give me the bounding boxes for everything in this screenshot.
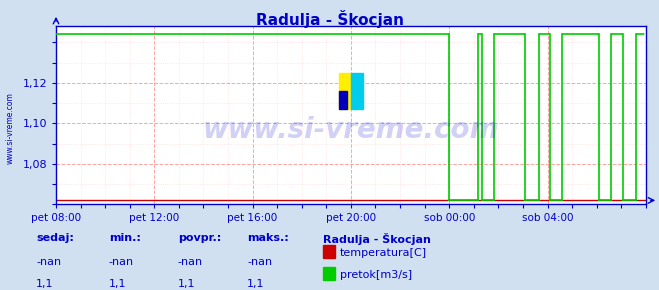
Text: -nan: -nan [109, 257, 134, 267]
Text: sedaj:: sedaj: [36, 233, 74, 243]
Text: Radulja - Škocjan: Radulja - Škocjan [256, 10, 403, 28]
Text: -nan: -nan [247, 257, 272, 267]
Text: www.si-vreme.com: www.si-vreme.com [203, 115, 499, 144]
Text: 1,1: 1,1 [109, 279, 127, 289]
Text: temperatura[C]: temperatura[C] [340, 248, 427, 258]
Text: -nan: -nan [178, 257, 203, 267]
Text: 1,1: 1,1 [178, 279, 196, 289]
Text: 1,1: 1,1 [36, 279, 54, 289]
Bar [339, 73, 351, 109]
Text: povpr.:: povpr.: [178, 233, 221, 243]
Text: pretok[m3/s]: pretok[m3/s] [340, 270, 412, 280]
Text: maks.:: maks.: [247, 233, 289, 243]
Bar [339, 91, 347, 109]
Text: www.si-vreme.com: www.si-vreme.com [5, 92, 14, 164]
Text: -nan: -nan [36, 257, 61, 267]
Bar [351, 73, 363, 109]
Text: Radulja - Škocjan: Radulja - Škocjan [323, 233, 431, 245]
Text: min.:: min.: [109, 233, 140, 243]
Text: 1,1: 1,1 [247, 279, 265, 289]
